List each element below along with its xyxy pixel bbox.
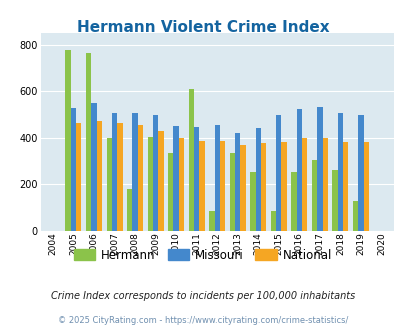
Bar — [153, 115, 158, 231]
Bar — [357, 115, 363, 231]
Bar — [96, 121, 102, 231]
Bar — [209, 211, 214, 231]
Bar — [173, 126, 178, 231]
Bar — [220, 141, 225, 231]
Bar — [127, 189, 132, 231]
Bar — [337, 113, 342, 231]
Bar — [240, 145, 245, 231]
Bar — [260, 144, 266, 231]
Text: © 2025 CityRating.com - https://www.cityrating.com/crime-statistics/: © 2025 CityRating.com - https://www.city… — [58, 316, 347, 325]
Bar — [65, 50, 70, 231]
Bar — [137, 125, 143, 231]
Bar — [234, 133, 240, 231]
Bar — [363, 142, 368, 231]
Text: Crime Index corresponds to incidents per 100,000 inhabitants: Crime Index corresponds to incidents per… — [51, 291, 354, 301]
Bar — [296, 109, 301, 231]
Bar — [147, 137, 153, 231]
Bar — [188, 89, 194, 231]
Bar — [199, 141, 204, 231]
Text: Hermann Violent Crime Index: Hermann Violent Crime Index — [77, 20, 328, 35]
Bar — [194, 127, 199, 231]
Bar — [214, 125, 220, 231]
Bar — [342, 142, 347, 231]
Bar — [249, 172, 255, 231]
Bar — [86, 53, 91, 231]
Bar — [255, 128, 260, 231]
Bar — [270, 211, 275, 231]
Legend: Hermann, Missouri, National: Hermann, Missouri, National — [69, 244, 336, 266]
Bar — [178, 138, 184, 231]
Bar — [311, 160, 316, 231]
Bar — [132, 113, 137, 231]
Bar — [229, 153, 234, 231]
Bar — [112, 114, 117, 231]
Bar — [332, 170, 337, 231]
Bar — [76, 123, 81, 231]
Bar — [91, 103, 96, 231]
Bar — [168, 153, 173, 231]
Bar — [322, 138, 327, 231]
Bar — [291, 172, 296, 231]
Bar — [301, 138, 307, 231]
Bar — [158, 131, 163, 231]
Bar — [316, 107, 322, 231]
Bar — [106, 138, 112, 231]
Bar — [70, 108, 76, 231]
Bar — [281, 142, 286, 231]
Bar — [352, 201, 357, 231]
Bar — [275, 115, 281, 231]
Bar — [117, 123, 122, 231]
